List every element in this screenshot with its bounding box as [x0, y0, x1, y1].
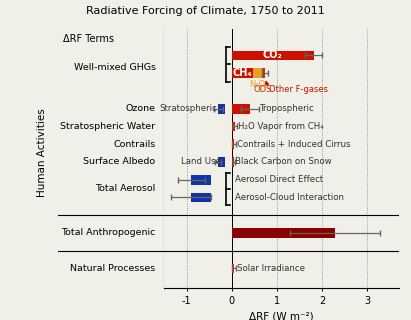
Text: Aerosol-Cloud Interaction: Aerosol-Cloud Interaction	[235, 193, 344, 202]
Bar	[191, 193, 212, 202]
Text: Ozone: Ozone	[126, 104, 156, 113]
Bar	[254, 68, 261, 78]
Text: Land Use: Land Use	[181, 157, 222, 166]
Text: Solar Irradiance: Solar Irradiance	[237, 264, 305, 273]
Bar	[232, 157, 233, 167]
Text: Natural Processes: Natural Processes	[70, 264, 156, 273]
Bar	[232, 228, 335, 238]
Text: Well-mixed GHGs: Well-mixed GHGs	[74, 63, 156, 72]
Bar	[191, 175, 212, 185]
Text: Stratospheric: Stratospheric	[159, 104, 217, 113]
Text: CO₂: CO₂	[263, 51, 283, 60]
Text: Total Aerosol: Total Aerosol	[95, 184, 156, 193]
Text: Black Carbon on Snow: Black Carbon on Snow	[235, 157, 332, 166]
Text: Surface Albedo: Surface Albedo	[83, 157, 156, 166]
Text: Aerosol Direct Effect: Aerosol Direct Effect	[235, 175, 323, 184]
Text: N₂O: N₂O	[249, 80, 266, 89]
Bar	[218, 104, 225, 114]
X-axis label: ΔRF (W m⁻²): ΔRF (W m⁻²)	[249, 312, 314, 320]
Text: Radiative Forcing of Climate, 1750 to 2011: Radiative Forcing of Climate, 1750 to 20…	[86, 6, 325, 16]
Bar	[232, 139, 234, 149]
Text: ODS: ODS	[254, 85, 272, 94]
Bar	[218, 157, 225, 167]
Text: Contrails + Induced Cirrus: Contrails + Induced Cirrus	[237, 140, 350, 149]
Bar	[261, 68, 265, 78]
Bar	[232, 51, 314, 60]
Text: Other F-gases: Other F-gases	[269, 85, 328, 94]
Bar	[232, 104, 250, 114]
Text: ΔRF Terms: ΔRF Terms	[63, 34, 114, 44]
Bar	[232, 264, 234, 273]
Text: Stratospheric Water: Stratospheric Water	[60, 122, 156, 131]
Text: Total Anthropogenic: Total Anthropogenic	[61, 228, 156, 237]
Text: H₂O Vapor from CH₄: H₂O Vapor from CH₄	[238, 122, 323, 131]
Text: CH₄: CH₄	[233, 68, 252, 78]
Bar	[232, 68, 254, 78]
Text: Contrails: Contrails	[113, 140, 156, 149]
Text: Human Activities: Human Activities	[37, 109, 46, 197]
Bar	[232, 122, 235, 131]
Text: Tropospheric: Tropospheric	[260, 104, 314, 113]
